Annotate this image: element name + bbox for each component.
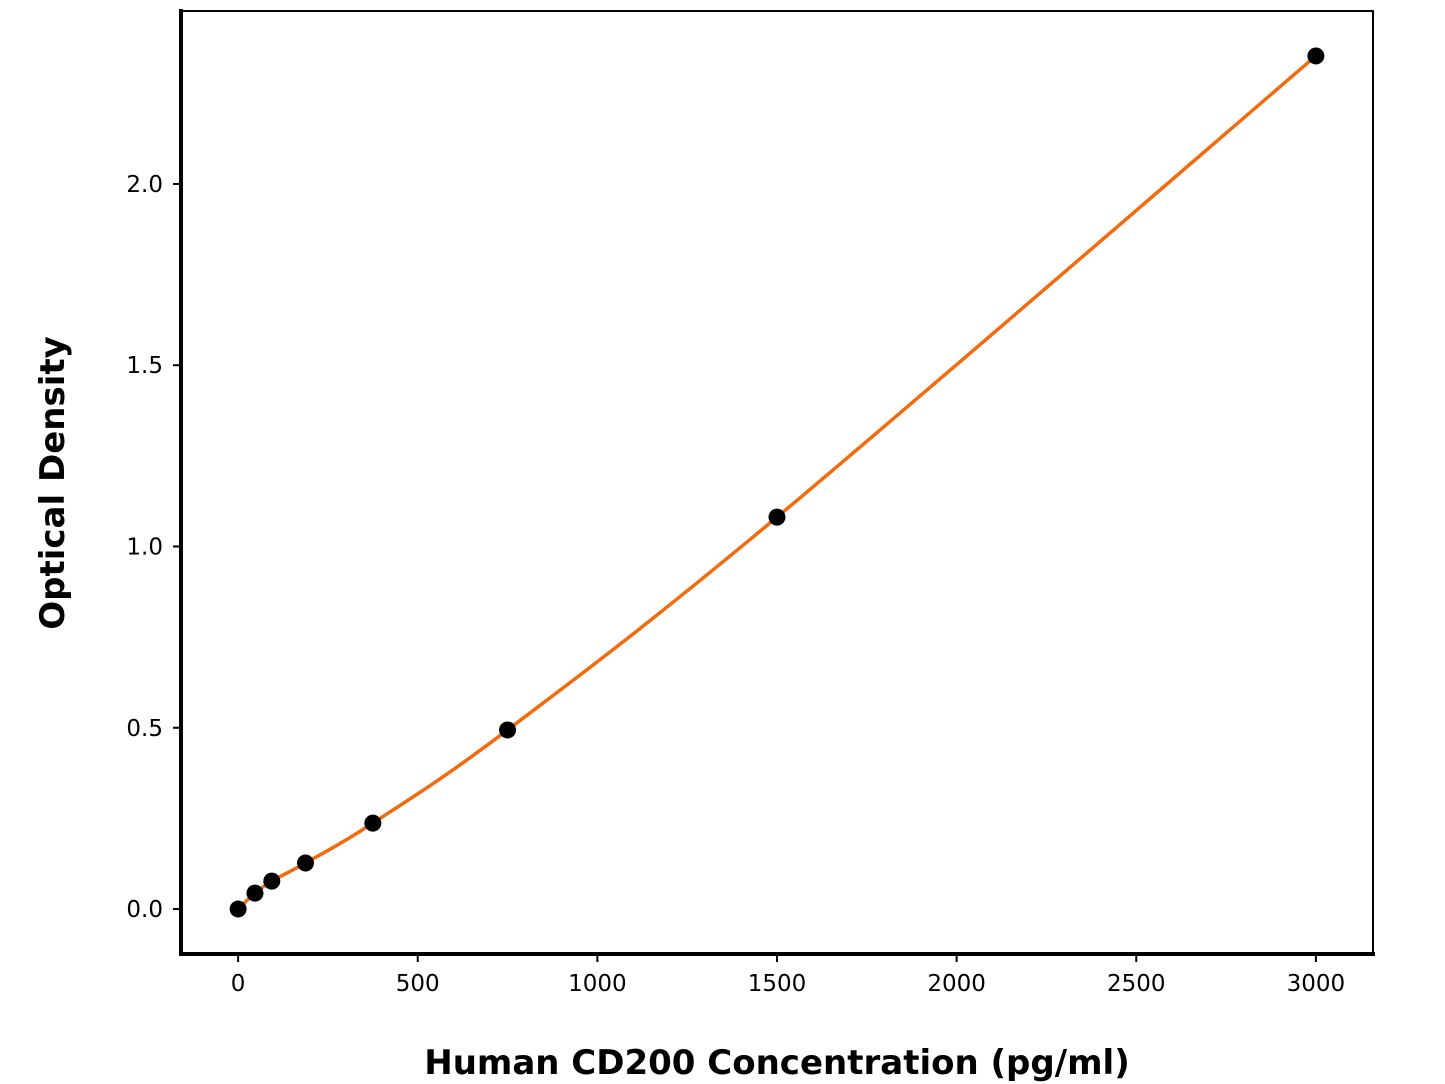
x-tick-label: 2500 xyxy=(1107,971,1166,997)
data-point xyxy=(246,884,264,902)
data-point xyxy=(499,721,517,739)
x-tick-label: 3000 xyxy=(1287,971,1346,997)
data-point xyxy=(263,872,281,890)
y-tick-label: 1.0 xyxy=(126,534,163,560)
data-point xyxy=(229,900,247,918)
x-tick-label: 2000 xyxy=(927,971,986,997)
x-tick-label: 0 xyxy=(231,971,246,997)
fit-curve xyxy=(236,54,1318,911)
x-tick-label: 500 xyxy=(396,971,440,997)
data-point xyxy=(1307,47,1325,65)
x-tick-label: 1500 xyxy=(748,971,807,997)
y-tick-label: 1.5 xyxy=(126,353,163,379)
y-tick-label: 0.5 xyxy=(126,716,163,742)
y-axis-label: Optical Density xyxy=(33,336,73,630)
data-point xyxy=(364,814,382,832)
data-point xyxy=(768,508,786,526)
x-tick-label: 1000 xyxy=(568,971,627,997)
y-tick-label: 2.0 xyxy=(126,172,163,198)
plot-frame xyxy=(180,10,1374,955)
y-tick-label: 0.0 xyxy=(126,897,163,923)
data-point xyxy=(296,854,314,872)
x-axis-label: Human CD200 Concentration (pg/ml) xyxy=(424,1043,1130,1083)
